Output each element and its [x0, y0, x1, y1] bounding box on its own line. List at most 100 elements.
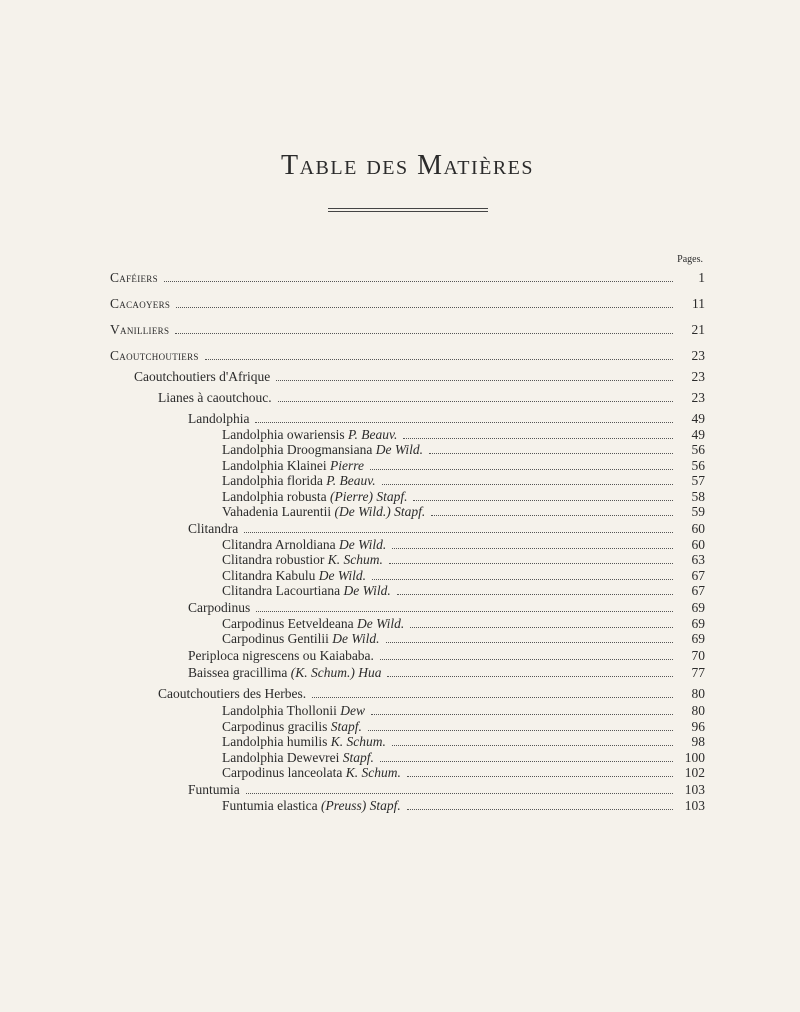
toc-label: Landolphia robusta (Pierre) Stapf. [222, 490, 407, 504]
dot-leader [370, 461, 673, 469]
title-rule [328, 208, 488, 212]
toc-page-number: 69 [677, 617, 705, 631]
toc-label-authority: Pierre [330, 458, 364, 473]
dot-leader [164, 274, 673, 282]
toc-page-number: 102 [677, 766, 705, 780]
toc-label: Clitandra Lacourtiana De Wild. [222, 584, 391, 598]
toc-label-authority: De Wild. [339, 537, 386, 552]
toc-label: Caféiers [110, 271, 158, 285]
toc-page-number: 70 [677, 649, 705, 663]
toc-row: Clitandra robustior K. Schum. 63 [110, 553, 705, 567]
toc-label-authority: K. Schum. [331, 734, 386, 749]
toc-label: Carpodinus [188, 601, 250, 615]
toc-label-authority: De Wild. [332, 631, 379, 646]
toc-label-authority: P. Beauv. [348, 427, 397, 442]
toc-row: Landolphia Droogmansiana De Wild.56 [110, 443, 705, 457]
toc-label: Caoutchoutiers des Herbes. [158, 687, 306, 701]
dot-leader [246, 786, 673, 794]
toc-page-number: 21 [677, 323, 705, 337]
toc-page-number: 103 [677, 783, 705, 797]
toc-page-number: 80 [677, 687, 705, 701]
dot-leader [255, 415, 673, 423]
table-of-contents: Caféiers1 Cacaoyers 11 Vanilliers 21 Caoutcho… [110, 271, 705, 813]
toc-label: Landolphia owariensis P. Beauv. [222, 428, 397, 442]
toc-page-number: 23 [677, 349, 705, 363]
toc-row: Landolphia owariensis P. Beauv. 49 [110, 428, 705, 442]
dot-leader [312, 690, 673, 698]
toc-label-authority: K. Schum. [346, 765, 401, 780]
toc-label: Clitandra Kabulu De Wild. [222, 569, 366, 583]
toc-label: Cacaoyers [110, 297, 170, 311]
toc-row: Clitandra 60 [110, 522, 705, 536]
toc-label: Carpodinus gracilis Stapf. [222, 720, 362, 734]
toc-page-number: 69 [677, 632, 705, 646]
toc-row: Baissea gracillima (K. Schum.) Hua77 [110, 666, 705, 680]
toc-label: Clitandra [188, 522, 238, 536]
toc-label: Landolphia humilis K. Schum. [222, 735, 386, 749]
toc-page-number: 103 [677, 799, 705, 813]
toc-page-number: 60 [677, 538, 705, 552]
dot-leader [205, 352, 673, 360]
toc-row: Lianes à caoutchouc.23 [110, 391, 705, 405]
toc-row: Periploca nigrescens ou Kaiababa. 70 [110, 649, 705, 663]
toc-row: Caoutchoutiers d'Afrique23 [110, 370, 705, 384]
toc-page-number: 58 [677, 490, 705, 504]
toc-label: Landolphia florida P. Beauv. [222, 474, 376, 488]
toc-label: Vahadenia Laurentii (De Wild.) Stapf. [222, 505, 425, 519]
toc-label-authority: De Wild. [376, 442, 423, 457]
dot-leader [407, 769, 673, 777]
toc-label: Landolphia Klainei Pierre [222, 459, 364, 473]
toc-label-authority: De Wild. [343, 583, 390, 598]
page-title: Table des Matières [110, 150, 705, 182]
toc-label: Caoutchoutiers d'Afrique [134, 370, 270, 384]
dot-leader [387, 669, 673, 677]
dot-leader [429, 446, 673, 454]
toc-page-number: 49 [677, 412, 705, 426]
toc-row: Carpodinus Eetveldeana De Wild.69 [110, 617, 705, 631]
dot-leader [175, 326, 673, 334]
dot-leader [256, 604, 673, 612]
toc-row: Vahadenia Laurentii (De Wild.) Stapf.59 [110, 505, 705, 519]
toc-label: Clitandra robustior K. Schum. [222, 553, 383, 567]
toc-label: Funtumia [188, 783, 240, 797]
toc-page-number: 49 [677, 428, 705, 442]
toc-page-number: 80 [677, 704, 705, 718]
toc-label-authority: P. Beauv. [326, 473, 375, 488]
toc-page-number: 11 [677, 297, 705, 311]
toc-label: Carpodinus lanceolata K. Schum. [222, 766, 401, 780]
toc-row: Landolphia Thollonii Dew80 [110, 704, 705, 718]
toc-row: Landolphia robusta (Pierre) Stapf. 58 [110, 490, 705, 504]
toc-row: Landolphia Dewevrei Stapf. 100 [110, 751, 705, 765]
toc-label: Clitandra Arnoldiana De Wild. [222, 538, 386, 552]
toc-label-authority: K. Schum. [328, 552, 383, 567]
dot-leader [403, 430, 673, 438]
toc-row: Clitandra Lacourtiana De Wild.67 [110, 584, 705, 598]
toc-page-number: 56 [677, 459, 705, 473]
toc-label: Carpodinus Gentilii De Wild. [222, 632, 380, 646]
dot-leader [392, 738, 673, 746]
toc-page-number: 57 [677, 474, 705, 488]
toc-page-number: 96 [677, 720, 705, 734]
toc-row: Carpodinus lanceolata K. Schum. 102 [110, 766, 705, 780]
toc-row: Carpodinus gracilis Stapf. 96 [110, 720, 705, 734]
toc-page-number: 98 [677, 735, 705, 749]
toc-page-number: 60 [677, 522, 705, 536]
toc-page-number: 63 [677, 553, 705, 567]
toc-row: Caféiers1 [110, 271, 705, 285]
toc-label: Lianes à caoutchouc. [158, 391, 272, 405]
toc-row: Landolphia Klainei Pierre 56 [110, 459, 705, 473]
toc-label-authority: Stapf. [331, 719, 362, 734]
dot-leader [431, 508, 673, 516]
toc-page-number: 56 [677, 443, 705, 457]
toc-label: Vanilliers [110, 323, 169, 337]
toc-row: Vanilliers 21 [110, 323, 705, 337]
toc-page-number: 100 [677, 751, 705, 765]
toc-label: Baissea gracillima (K. Schum.) Hua [188, 666, 381, 680]
toc-page-number: 69 [677, 601, 705, 615]
toc-row: Carpodinus 69 [110, 601, 705, 615]
toc-label-authority: (Preuss) Stapf. [321, 798, 401, 813]
dot-leader [380, 753, 673, 761]
toc-label: Periploca nigrescens ou Kaiababa. [188, 649, 374, 663]
toc-label: Landolphia Dewevrei Stapf. [222, 751, 374, 765]
dot-leader [176, 300, 673, 308]
